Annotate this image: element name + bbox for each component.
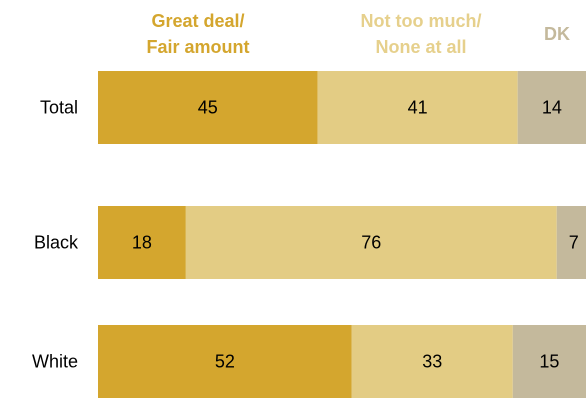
category-label: Black	[34, 233, 79, 253]
data-label: 52	[215, 352, 235, 372]
category-label: White	[32, 352, 78, 372]
bar-segment	[98, 206, 186, 279]
data-label: 14	[542, 98, 562, 118]
bar-segment	[98, 325, 352, 398]
data-label: 7	[569, 233, 579, 253]
bar-segment	[517, 71, 586, 144]
bars: Total 45 41 14 Black 18 76 7 White 52 33 15	[32, 71, 586, 398]
category-label: Total	[40, 98, 78, 118]
legend-item-2: Not too much/None at all	[361, 11, 482, 57]
bar-row-black: Black 18 76 7	[34, 206, 586, 279]
legend-line: Great deal/	[151, 11, 244, 31]
data-label: 33	[422, 352, 442, 372]
data-label: 76	[361, 233, 381, 253]
legend-item-3: DK	[544, 24, 570, 44]
legend-line: Fair amount	[146, 37, 249, 57]
bar-row-white: White 52 33 15	[32, 325, 586, 398]
data-label: 18	[132, 233, 152, 253]
legend-line: Not too much/	[361, 11, 482, 31]
data-label: 45	[198, 98, 218, 118]
legend-line: None at all	[375, 37, 466, 57]
bar-segment	[556, 206, 586, 279]
bar-row-total: Total 45 41 14	[40, 71, 586, 144]
legend-line: DK	[544, 24, 570, 44]
legend: Great deal/Fair amount Not too much/None …	[146, 11, 570, 57]
bar-segment	[317, 71, 518, 144]
legend-item-1: Great deal/Fair amount	[146, 11, 249, 57]
bar-segment	[98, 71, 318, 144]
bar-segment	[185, 206, 557, 279]
data-label: 41	[408, 98, 428, 118]
data-label: 15	[539, 352, 559, 372]
bar-segment	[512, 325, 586, 398]
bar-segment	[351, 325, 513, 398]
